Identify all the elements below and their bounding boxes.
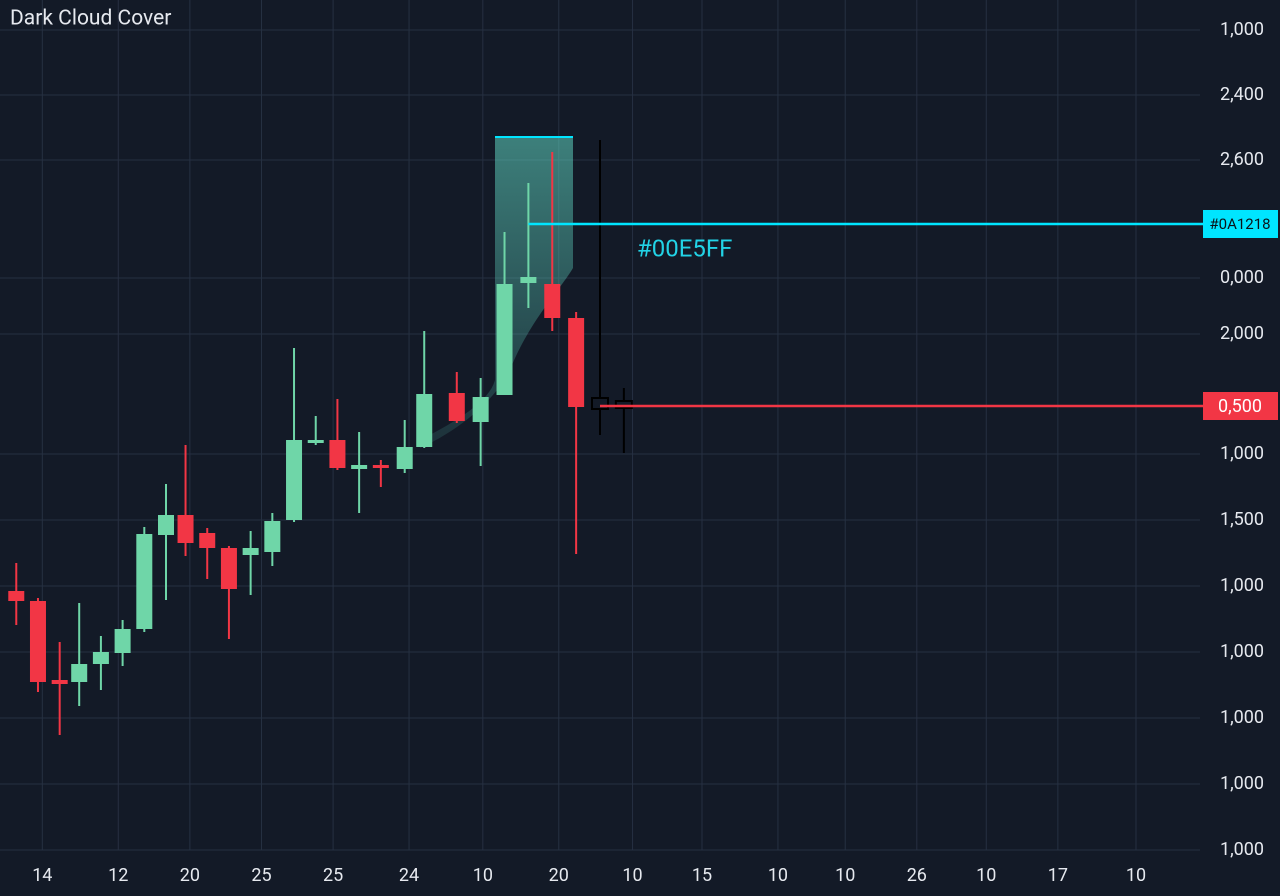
chart-title: Dark Cloud Cover (10, 7, 171, 31)
candles (8, 140, 633, 735)
candle-body (71, 664, 88, 682)
price-lines: #0A1218 0,500 (528, 210, 1278, 420)
y-tick-label: 1,000 (1220, 839, 1264, 860)
x-tick-label: 17 (1048, 865, 1068, 886)
x-tick-label: 10 (473, 865, 493, 886)
price-label: #0A1218 (1209, 215, 1270, 233)
y-tick-label: 0,000 (1220, 267, 1264, 288)
candle-body (307, 440, 324, 443)
candle-body (614, 400, 633, 409)
y-tick-label: 2,400 (1220, 84, 1264, 105)
candle-body (199, 533, 216, 548)
x-tick-label: 10 (976, 865, 996, 886)
y-tick-label: 1,000 (1220, 641, 1264, 662)
candle-body (220, 548, 237, 589)
candle-body (51, 680, 68, 684)
candle-body (591, 397, 609, 410)
price-label-box (1203, 210, 1278, 238)
candle-body (544, 284, 561, 318)
candle-body (372, 465, 389, 468)
y-tick-label: 1,000 (1220, 443, 1264, 464)
y-tick-label: 2,600 (1220, 149, 1264, 170)
candle-body (286, 440, 303, 520)
candle-body (396, 447, 413, 469)
y-tick-label: 1,000 (1220, 773, 1264, 794)
candle-body (8, 591, 25, 601)
candle-body (496, 284, 513, 395)
candle-body (242, 548, 259, 555)
y-tick-label: 1,000 (1220, 575, 1264, 596)
price-label-box (1203, 392, 1278, 420)
candle-body (264, 521, 281, 552)
pattern-highlight (420, 137, 573, 448)
x-tick-label: 26 (907, 865, 927, 886)
y-tick-label: 1,000 (1220, 19, 1264, 40)
candle-body (177, 515, 194, 543)
y-tick-label: 1,000 (1220, 707, 1264, 728)
annotation: #00E5FF (637, 234, 732, 262)
x-tick-label: 20 (180, 865, 200, 886)
candle-body (448, 393, 465, 421)
x-tick-label: 20 (549, 865, 569, 886)
x-tick-label: 10 (622, 865, 642, 886)
candle-body (329, 440, 346, 468)
x-tick-label: 10 (768, 865, 788, 886)
y-tick-label: 2,000 (1220, 323, 1264, 344)
price-label: 0,500 (1218, 396, 1262, 417)
x-tick-label: 25 (251, 865, 271, 886)
y-tick-label: 1,500 (1220, 509, 1264, 530)
x-tick-label: 12 (108, 865, 128, 886)
x-tick-label: 14 (32, 865, 52, 886)
x-tick-label: 25 (323, 865, 343, 886)
grid (0, 0, 1200, 851)
x-tick-label: 24 (399, 865, 419, 886)
candle-body (92, 652, 109, 664)
candle-body (29, 601, 46, 682)
candle-body (114, 629, 131, 653)
x-tick-label: 10 (835, 865, 855, 886)
candle-body (568, 318, 585, 407)
candle-body (351, 465, 368, 469)
x-tick-label: 10 (1126, 865, 1146, 886)
candle-body (136, 534, 153, 629)
candle-body (416, 394, 433, 447)
x-tick-label: 15 (692, 865, 712, 886)
candle-body (520, 277, 537, 283)
candle-body (158, 515, 175, 535)
candle-body (472, 397, 489, 422)
